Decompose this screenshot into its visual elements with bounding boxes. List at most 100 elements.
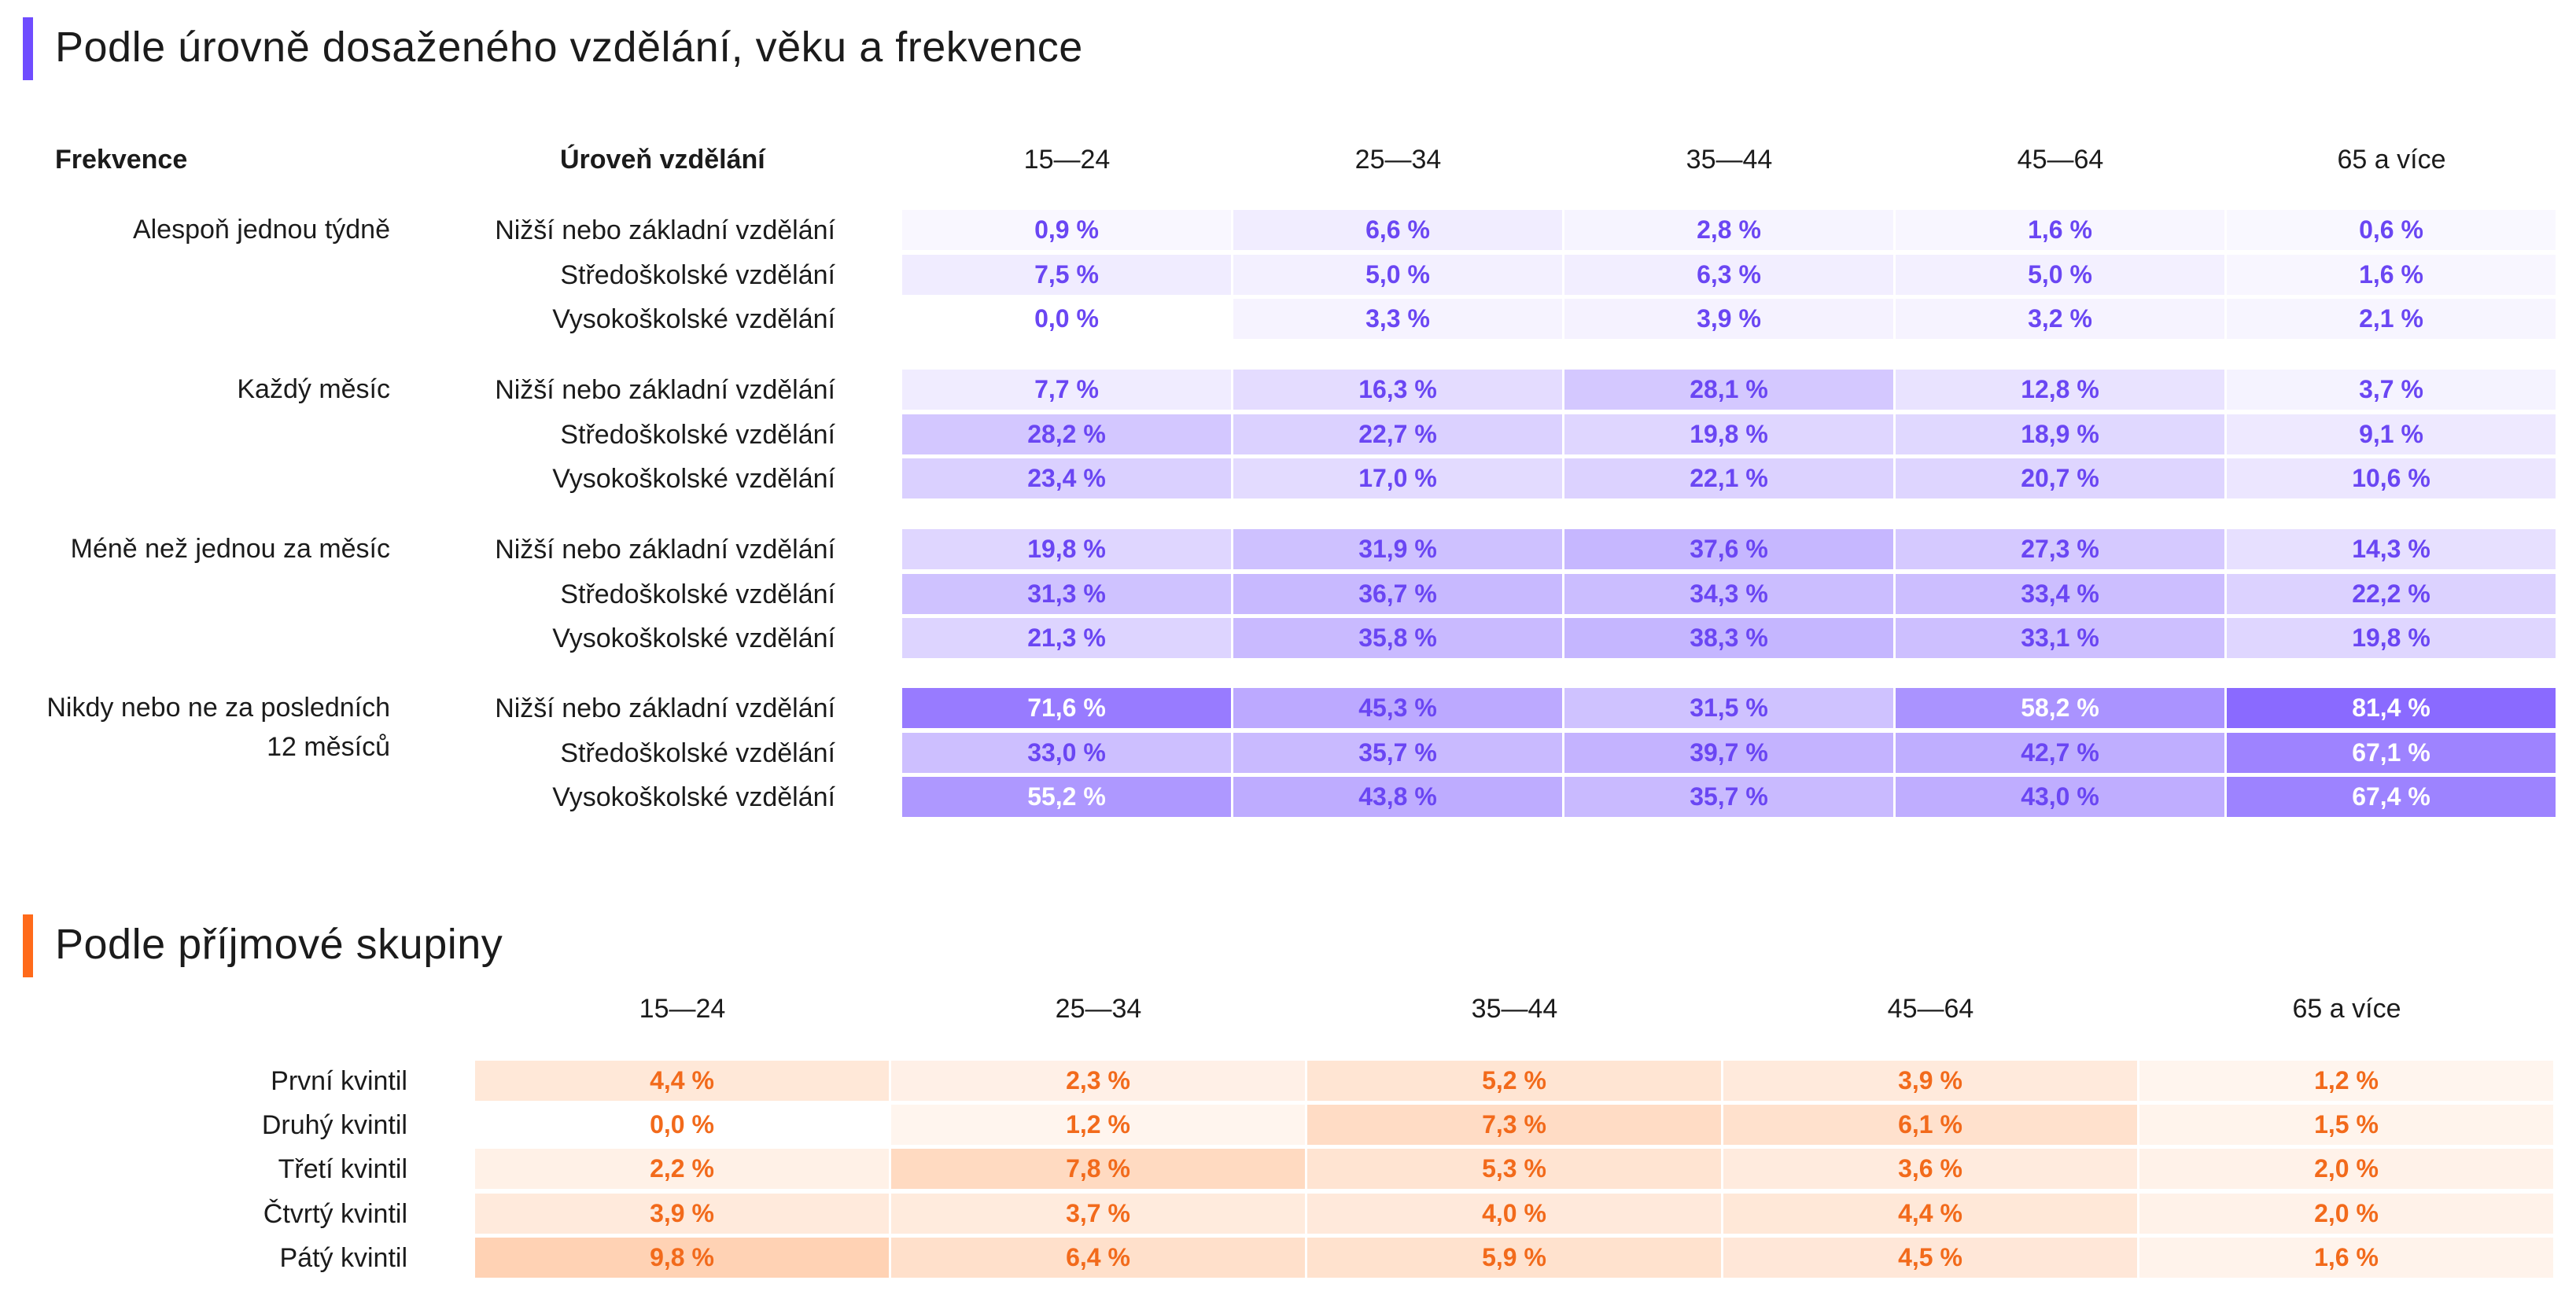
heatmap-cell: 14,3 % bbox=[2227, 529, 2556, 569]
heatmap-cell: 4,5 % bbox=[1723, 1237, 2137, 1278]
heatmap-cell: 33,4 % bbox=[1896, 573, 2224, 614]
heatmap-cell: 45,3 % bbox=[1233, 688, 1562, 728]
heatmap-cell: 16,3 % bbox=[1233, 370, 1562, 410]
heatmap-cell: 6,6 % bbox=[1233, 210, 1562, 250]
column-header-2: 25—34 bbox=[1055, 994, 1142, 1024]
income-quintile-label: Druhý kvintil bbox=[261, 1110, 407, 1141]
heatmap-cell: 31,5 % bbox=[1564, 688, 1893, 728]
heatmap-cell: 71,6 % bbox=[902, 688, 1231, 728]
heatmap-cell: 7,3 % bbox=[1307, 1105, 1721, 1146]
heatmap-cell: 1,6 % bbox=[1896, 210, 2224, 250]
heatmap-cell: 5,2 % bbox=[1307, 1061, 1721, 1101]
heatmap-cell: 7,7 % bbox=[902, 370, 1231, 410]
column-header-4: 45—64 bbox=[2017, 145, 2104, 175]
education-label: Nižší nebo základní vzdělání bbox=[495, 693, 835, 723]
heatmap-cell: 5,3 % bbox=[1307, 1149, 1721, 1190]
section-1-title: Podle úrovně dosaženého vzdělání, věku a… bbox=[55, 24, 1083, 71]
heatmap-cell: 3,9 % bbox=[475, 1193, 889, 1234]
heatmap-cell: 22,2 % bbox=[2227, 573, 2556, 614]
education-label: Nižší nebo základní vzdělání bbox=[495, 215, 835, 245]
heatmap-cell: 1,6 % bbox=[2227, 254, 2556, 295]
column-header-3: 35—44 bbox=[1686, 145, 1773, 175]
heatmap-cell: 22,7 % bbox=[1233, 414, 1562, 454]
heatmap-cell: 36,7 % bbox=[1233, 573, 1562, 614]
education-label: Vysokoškolské vzdělání bbox=[552, 782, 835, 812]
heatmap-cell: 27,3 % bbox=[1896, 529, 2224, 569]
education-label: Vysokoškolské vzdělání bbox=[552, 464, 835, 494]
heatmap-cell: 19,8 % bbox=[2227, 618, 2556, 658]
heatmap-cell: 0,0 % bbox=[650, 1110, 714, 1139]
heatmap-cell: 0,9 % bbox=[902, 210, 1231, 250]
heatmap-cell: 6,1 % bbox=[1723, 1105, 2137, 1146]
education-label: Středoškolské vzdělání bbox=[560, 259, 835, 290]
heatmap-cell: 1,2 % bbox=[891, 1105, 1305, 1146]
heatmap-cell: 42,7 % bbox=[1896, 732, 2224, 773]
heatmap-cell: 33,1 % bbox=[1896, 618, 2224, 658]
heatmap-cell: 31,9 % bbox=[1233, 529, 1562, 569]
heatmap-cell: 5,9 % bbox=[1307, 1237, 1721, 1278]
column-header-5: 65 a více bbox=[2292, 994, 2401, 1024]
column-header-1: 15—24 bbox=[639, 994, 726, 1024]
heatmap-cell: 67,4 % bbox=[2227, 777, 2556, 817]
heatmap-cell: 6,4 % bbox=[891, 1237, 1305, 1278]
heatmap-cell: 22,1 % bbox=[1564, 458, 1893, 498]
heatmap-cell: 3,9 % bbox=[1564, 299, 1893, 339]
heatmap-cell: 3,7 % bbox=[891, 1193, 1305, 1234]
heatmap-cell: 34,3 % bbox=[1564, 573, 1893, 614]
heatmap-cell: 12,8 % bbox=[1896, 370, 2224, 410]
heatmap-cell: 55,2 % bbox=[902, 777, 1231, 817]
heatmap-cell: 4,4 % bbox=[1723, 1193, 2137, 1234]
heatmap-cell: 35,8 % bbox=[1233, 618, 1562, 658]
frequency-label: Nikdy nebo ne za posledních 12 měsíců bbox=[46, 693, 390, 762]
heatmap-cell: 28,2 % bbox=[902, 414, 1231, 454]
income-quintile-label: Třetí kvintil bbox=[278, 1154, 407, 1185]
income-quintile-label: Pátý kvintil bbox=[279, 1242, 408, 1273]
heatmap-cell: 1,5 % bbox=[2139, 1105, 2553, 1146]
heatmap-cell: 37,6 % bbox=[1564, 529, 1893, 569]
heatmap-cell: 3,6 % bbox=[1723, 1149, 2137, 1190]
heatmap-cell: 7,5 % bbox=[902, 254, 1231, 295]
section-2-title: Podle příjmové skupiny bbox=[55, 921, 503, 968]
heatmap-cell: 19,8 % bbox=[1564, 414, 1893, 454]
column-header-2: 25—34 bbox=[1354, 145, 1442, 175]
income-quintile-label: Čtvrtý kvintil bbox=[263, 1198, 407, 1229]
heatmap-cell: 28,1 % bbox=[1564, 370, 1893, 410]
heatmap-cell: 2,3 % bbox=[891, 1061, 1305, 1101]
column-header-5: 65 a více bbox=[2337, 145, 2446, 175]
heatmap-cell: 7,8 % bbox=[891, 1149, 1305, 1190]
education-label: Nižší nebo základní vzdělání bbox=[495, 375, 835, 405]
income-quintile-label: První kvintil bbox=[271, 1066, 407, 1096]
heatmap-cell: 2,2 % bbox=[475, 1149, 889, 1190]
heatmap-cell: 2,1 % bbox=[2227, 299, 2556, 339]
education-header: Úroveň vzdělání bbox=[560, 145, 765, 175]
column-header-1: 15—24 bbox=[1023, 145, 1111, 175]
heatmap-cell: 4,4 % bbox=[475, 1061, 889, 1101]
heatmap-cell: 3,9 % bbox=[1723, 1061, 2137, 1101]
heatmap-cell: 81,4 % bbox=[2227, 688, 2556, 728]
heatmap-cell: 35,7 % bbox=[1564, 777, 1893, 817]
heatmap-cell: 33,0 % bbox=[902, 732, 1231, 773]
education-label: Středoškolské vzdělání bbox=[560, 579, 835, 609]
heatmap-cell: 9,8 % bbox=[475, 1237, 889, 1278]
heatmap-cell: 38,3 % bbox=[1564, 618, 1893, 658]
education-label: Vysokoškolské vzdělání bbox=[552, 624, 835, 653]
frequency-label: Alespoň jednou týdně bbox=[132, 215, 390, 245]
heatmap-cell: 10,6 % bbox=[2227, 458, 2556, 498]
heatmap-cell: 23,4 % bbox=[902, 458, 1231, 498]
heatmap-cell: 2,0 % bbox=[2139, 1149, 2553, 1190]
education-label: Středoškolské vzdělání bbox=[560, 738, 835, 768]
column-header-4: 45—64 bbox=[1887, 994, 1974, 1024]
heatmap-cell: 5,0 % bbox=[1896, 254, 2224, 295]
column-header-3: 35—44 bbox=[1471, 994, 1558, 1024]
heatmap-cell: 9,1 % bbox=[2227, 414, 2556, 454]
heatmap-cell: 19,8 % bbox=[902, 529, 1231, 569]
heatmap-cell: 1,2 % bbox=[2139, 1061, 2553, 1101]
frequency-header: Frekvence bbox=[55, 145, 188, 175]
heatmap-cell: 17,0 % bbox=[1233, 458, 1562, 498]
education-label: Středoškolské vzdělání bbox=[560, 419, 835, 450]
heatmap-cell: 43,8 % bbox=[1233, 777, 1562, 817]
heatmap-cell: 39,7 % bbox=[1564, 732, 1893, 773]
frequency-label: Méně než jednou za měsíc bbox=[70, 534, 390, 564]
heatmap-cell: 3,2 % bbox=[1896, 299, 2224, 339]
heatmap-cell: 3,7 % bbox=[2227, 370, 2556, 410]
